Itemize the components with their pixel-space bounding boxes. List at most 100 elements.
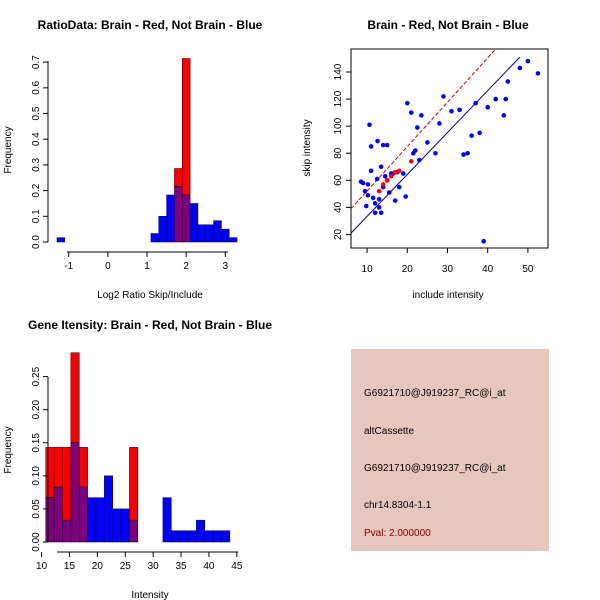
info-pval: Pval: 2.000000: [364, 528, 431, 539]
scatter-point-not-brain: [368, 144, 374, 149]
ratio-bar-blue-17: [189, 203, 199, 243]
scatter-point-brain: [384, 178, 390, 183]
intensity-y-label: Frequency: [3, 426, 14, 473]
intensity-bar-red-4: [78, 447, 88, 488]
scatter-y-tick-label: 100: [333, 117, 344, 134]
ratio-bar-blue-14: [166, 194, 175, 243]
scatter-plot-box: [350, 48, 549, 249]
scatter-y-ticks: 20 40 60 80 100 120 140: [333, 63, 351, 240]
intensity-bar-blue-19: [204, 530, 214, 543]
ratio-y-tick-label: 0.3: [31, 158, 42, 172]
brain-fit-line: [350, 48, 497, 210]
intensity-bar-blue-14: [162, 497, 172, 543]
info-panel: G6921710@J919237_RC@i_at altCassette G69…: [351, 349, 549, 551]
scatter-point-not-brain: [425, 140, 430, 145]
scatter-point-not-brain: [375, 138, 380, 144]
ratio-y-tick-label: 0.6: [31, 80, 42, 94]
scatter-point-not-brain: [419, 113, 424, 118]
scatter-x-label: include intensity: [412, 290, 483, 301]
intensity-bar-overlap-4: [78, 486, 88, 543]
intensity-bar-red-3: [70, 352, 80, 443]
intensity-bar-overlap-3: [70, 442, 80, 543]
intensity-x-tick-label: 30: [148, 561, 160, 572]
scatter-point-not-brain: [403, 194, 408, 199]
scatter-x-tick-label: 20: [402, 264, 414, 275]
ratio-x-tick-label: 3: [223, 261, 229, 272]
scatter-point-not-brain: [485, 104, 490, 110]
scatter-point-not-brain: [378, 210, 384, 216]
scatter-point-not-brain: [441, 94, 446, 99]
scatter-y-tick-label: 120: [333, 90, 344, 107]
intensity-x-tick-label: 40: [203, 561, 215, 572]
scatter-point-not-brain: [461, 152, 466, 157]
ratio-x-label: Log2 Ratio Skip/Include: [97, 290, 203, 301]
scatter-point-not-brain: [505, 79, 511, 84]
scatter-point-not-brain: [392, 198, 398, 203]
scatter-point-not-brain: [360, 180, 366, 186]
intensity-bar-blue-16: [179, 530, 189, 543]
scatter-y-tick-label: 60: [333, 174, 344, 186]
intensity-bar-overlap-0: [45, 497, 55, 543]
intensity-y-tick-label: 0.15: [31, 433, 42, 453]
intensity-y-tick-label: 0.00: [31, 532, 42, 552]
scatter-point-not-brain: [370, 195, 376, 201]
scatter-point-not-brain: [363, 203, 369, 209]
scatter-y-tick-label: 40: [333, 201, 344, 213]
scatter-point-not-brain: [493, 96, 499, 102]
intensity-bar-red-10: [129, 447, 139, 521]
intensity-bar-overlap-1: [53, 486, 63, 543]
info-panel-background: [351, 349, 549, 551]
ratio-bar-blue-22: [229, 237, 238, 243]
scatter-point-not-brain: [409, 110, 414, 115]
intensity-bar-red-2: [62, 447, 72, 521]
intensity-bar-blue-9: [120, 508, 130, 543]
scatter-x-tick-label: 50: [522, 264, 534, 275]
intensity-bar-blue-5: [87, 497, 97, 543]
intensity-histogram-panel: Gene Itensity: Brain - Red, Not Brain - …: [3, 318, 272, 600]
scatter-point-not-brain: [367, 122, 372, 128]
intensity-x-ticks: 10 15 20 25 30 35 40 45: [36, 552, 243, 572]
scatter-point-not-brain: [517, 65, 523, 71]
scatter-point-not-brain: [368, 168, 374, 174]
scatter-point-not-brain: [396, 184, 402, 190]
intensity-bar-overlap-2: [62, 519, 72, 543]
ratio-x-tick-label: 2: [183, 261, 189, 272]
ratio-bar-blue-21: [221, 228, 230, 243]
ratio-y-ticks: 0.0 0.1 0.2 0.3 0.4 0.5 0.6 0.7: [31, 55, 48, 249]
scatter-point-brain: [388, 173, 394, 179]
scatter-points: [358, 58, 541, 244]
intensity-bar-red-0: [45, 447, 55, 498]
intensity-bar-blue-17: [187, 530, 197, 543]
scatter-point-brain: [376, 188, 382, 194]
ratio-y-tick-label: 0.4: [31, 132, 42, 146]
scatter-point-not-brain: [404, 100, 410, 106]
scatter-point-not-brain: [481, 238, 486, 244]
scatter-point-not-brain: [413, 148, 418, 153]
intensity-x-tick-label: 25: [120, 561, 132, 572]
ratio-bar-blue-20: [213, 220, 222, 243]
info-event-type: altCassette: [364, 426, 414, 437]
intensity-bar-overlap-10: [129, 519, 139, 543]
intensity-x-tick-label: 10: [36, 561, 48, 572]
ratio-x-ticks: -1 0 1 2 3: [64, 252, 229, 272]
scatter-point-not-brain: [365, 192, 371, 198]
scatter-point-not-brain: [437, 121, 442, 126]
scatter-point-brain: [392, 169, 398, 175]
scatter-point-not-brain: [372, 201, 378, 206]
scatter-y-tick-label: 140: [333, 63, 344, 80]
intensity-x-tick-label: 15: [64, 561, 76, 572]
intensity-y-tick-label: 0.25: [31, 366, 42, 386]
intensity-bar-blue-15: [171, 530, 180, 543]
scatter-point-not-brain: [376, 205, 382, 210]
intensity-bar-blue-7: [104, 475, 113, 543]
scatter-fit-lines: [350, 48, 521, 234]
ratio-y-tick-label: 0.1: [31, 209, 42, 223]
scatter-point-not-brain: [457, 107, 462, 113]
intensity-bar-blue-6: [95, 497, 105, 543]
ratio-bar-blue-18: [197, 224, 207, 243]
scatter-point-not-brain: [473, 100, 478, 106]
scatter-point-not-brain: [374, 176, 380, 182]
ratio-y-tick-label: 0.2: [31, 183, 42, 197]
scatter-point-not-brain: [465, 150, 470, 156]
